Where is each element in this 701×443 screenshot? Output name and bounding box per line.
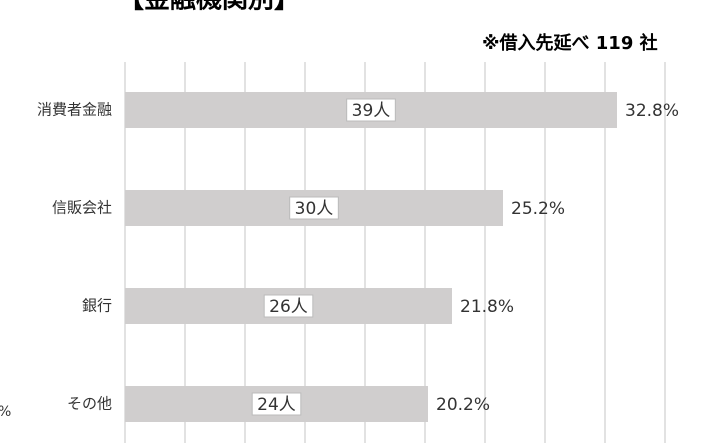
count-label-box	[346, 98, 396, 122]
y-tick-label: その他	[67, 395, 112, 413]
annotation: %	[0, 404, 11, 420]
value-label: 20.2%	[436, 395, 490, 415]
y-tick-label: 消費者金融	[37, 101, 112, 119]
count-label: 26人	[269, 297, 308, 317]
count-label-box	[289, 196, 339, 220]
chart-subtitle: ※借入先延べ 119 社	[482, 32, 658, 54]
y-tick-label: 銀行	[82, 297, 112, 315]
y-tick-label: 信販会社	[52, 199, 112, 217]
count-label: 30人	[295, 199, 334, 219]
count-label: 24人	[257, 395, 296, 415]
value-label: 21.8%	[460, 297, 514, 317]
value-label: 32.8%	[625, 101, 679, 121]
chart-title: 【金融機関別】	[118, 0, 300, 15]
value-label: 25.2%	[511, 199, 565, 219]
count-label: 39人	[352, 101, 391, 121]
count-label-box	[251, 392, 302, 416]
count-label-box	[263, 294, 314, 318]
